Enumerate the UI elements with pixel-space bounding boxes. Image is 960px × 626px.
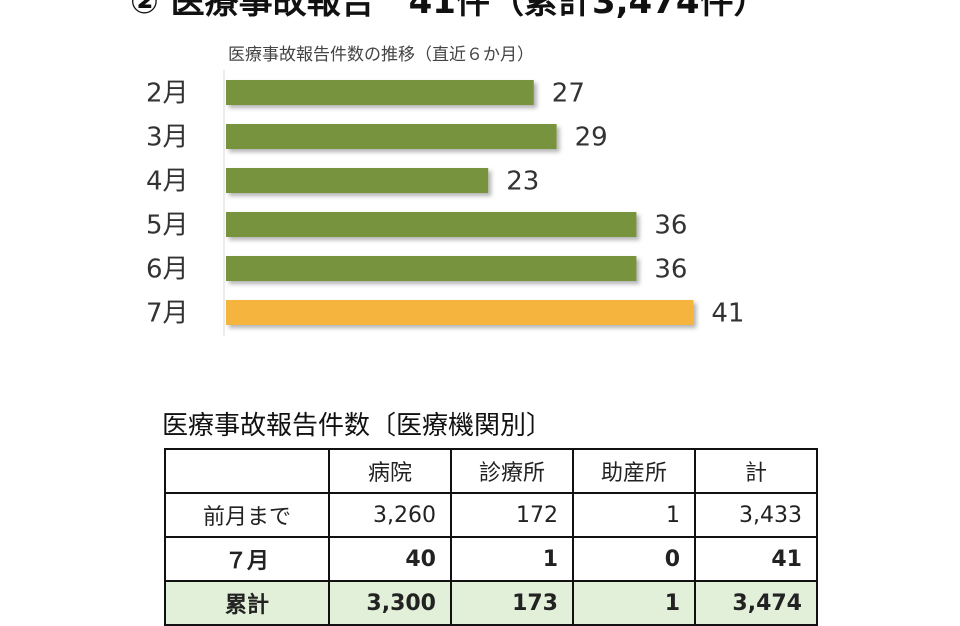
row-label: ７月: [164, 536, 330, 582]
value-label: 23: [506, 167, 539, 197]
cell-hospital: 40: [328, 536, 452, 582]
bar-chart: 2月 27 3月 29 4月 23 5月 36 6月 36 7月 41: [146, 70, 744, 336]
cell-hospital: 3,260: [328, 492, 452, 538]
cell-clinic: 173: [450, 580, 574, 626]
table-row: ７月 40 1 0 41: [164, 536, 818, 582]
value-label: 36: [654, 211, 687, 241]
value-label: 29: [575, 123, 608, 153]
row-label: 前月まで: [164, 492, 330, 538]
category-label: 4月: [146, 167, 189, 197]
cell-midwife: 1: [572, 492, 696, 538]
header-cell-hospital: 病院: [328, 448, 452, 494]
cell-total: 3,433: [694, 492, 818, 538]
cell-hospital: 3,300: [328, 580, 452, 626]
category-label: 3月: [146, 123, 189, 153]
bar-1: [226, 80, 534, 105]
category-label: 7月: [146, 299, 189, 329]
bar-5: [226, 256, 637, 281]
category-label: 2月: [146, 79, 189, 109]
cell-total: 3,474: [694, 580, 818, 626]
stats-table: 病院 診療所 助産所 計 前月まで 3,260 172 1 3,433 ７月 4…: [164, 448, 818, 626]
value-label: 36: [654, 255, 687, 285]
page-heading: ② 医療事故報告 41件（累計3,474件）: [130, 0, 768, 22]
cell-total: 41: [694, 536, 818, 582]
cell-midwife: 1: [572, 580, 696, 626]
bar-4: [226, 212, 637, 237]
header-cell-empty: [164, 448, 330, 494]
value-label: 27: [552, 79, 585, 109]
header-cell-total: 計: [694, 448, 818, 494]
cell-clinic: 172: [450, 492, 574, 538]
cell-clinic: 1: [450, 536, 574, 582]
chart-title: 医療事故報告件数の推移（直近６か月）: [228, 45, 534, 65]
bar-6: [226, 300, 694, 325]
bar-2: [226, 124, 557, 149]
table-row: 前月まで 3,260 172 1 3,433: [164, 492, 818, 538]
header-cell-clinic: 診療所: [450, 448, 574, 494]
table-header-row: 病院 診療所 助産所 計: [164, 448, 818, 494]
table-row: 累計 3,300 173 1 3,474: [164, 580, 818, 626]
bar-3: [226, 168, 489, 193]
category-label: 5月: [146, 211, 189, 241]
row-label: 累計: [164, 580, 330, 626]
header-cell-midwife: 助産所: [572, 448, 696, 494]
category-label: 6月: [146, 255, 189, 285]
value-label: 41: [711, 299, 744, 329]
cell-midwife: 0: [572, 536, 696, 582]
table-title: 医療事故報告件数〔医療機関別〕: [162, 411, 553, 441]
